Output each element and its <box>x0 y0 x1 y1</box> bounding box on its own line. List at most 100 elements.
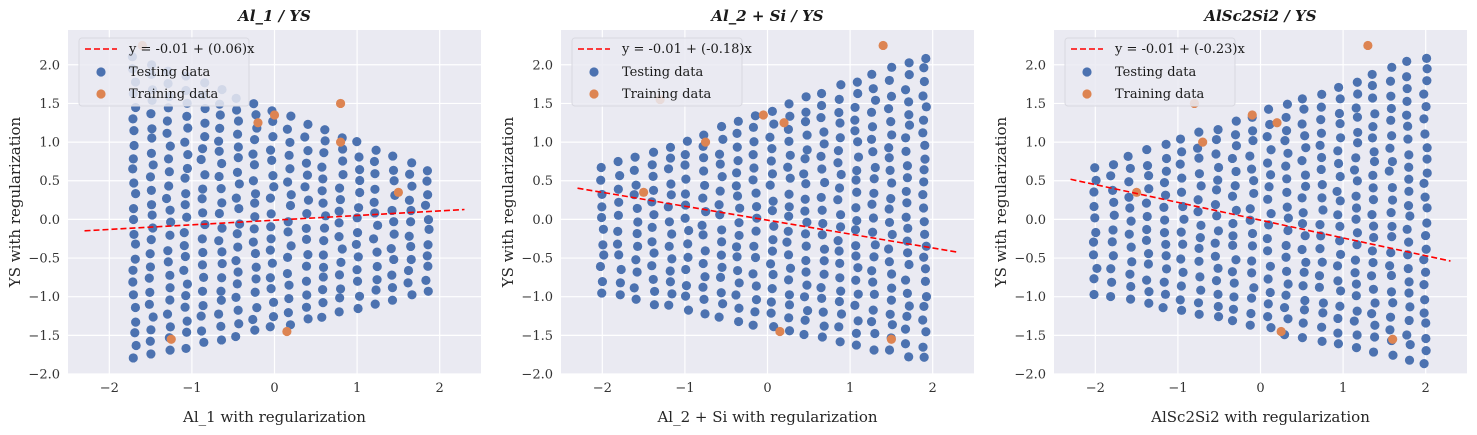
testing-point <box>1178 267 1188 277</box>
testing-point <box>920 264 931 274</box>
testing-point <box>421 275 431 285</box>
testing-point <box>835 258 845 268</box>
testing-point <box>851 241 861 251</box>
testing-point <box>867 122 878 132</box>
chart-panel-3: −2 −1 0 1 2 −2.0 −1.5 −1.0 −0.5 0.0 0.5 1.0 1.5 2.0 Al… <box>992 7 1467 426</box>
testing-point <box>1231 116 1241 126</box>
testing-point <box>1368 170 1378 180</box>
testing-point <box>1368 183 1378 193</box>
testing-point <box>199 337 209 347</box>
testing-point <box>131 317 141 327</box>
testing-point <box>130 328 140 338</box>
testing-point <box>1263 104 1274 114</box>
testing-point <box>632 267 642 277</box>
testing-point <box>1351 103 1361 113</box>
testing-point <box>717 172 727 182</box>
testing-point <box>681 281 692 291</box>
testing-point <box>1211 134 1222 145</box>
testing-point <box>1422 64 1432 74</box>
testing-point <box>835 337 845 347</box>
testing-point <box>130 239 141 249</box>
testing-point <box>1385 325 1395 335</box>
testing-point <box>1317 336 1327 346</box>
testing-point <box>423 214 434 225</box>
testing-point <box>1159 202 1169 212</box>
testing-point <box>1160 190 1171 200</box>
testing-point <box>866 134 877 144</box>
testing-point <box>902 198 912 208</box>
testing-point <box>284 150 294 160</box>
y-axis-label: YS with regularization <box>992 116 1010 288</box>
testing-point <box>1333 328 1343 338</box>
testing-point <box>128 265 138 275</box>
testing-point <box>1419 114 1429 124</box>
testing-point <box>1404 277 1414 287</box>
testing-point <box>370 208 380 218</box>
testing-point <box>1350 268 1360 278</box>
testing-point <box>1317 89 1327 99</box>
testing-point <box>368 234 379 244</box>
testing-point <box>131 340 141 351</box>
testing-point <box>887 62 897 72</box>
testing-point <box>612 239 623 249</box>
legend-testing-label: Testing data <box>622 65 704 80</box>
testing-point <box>303 250 313 260</box>
testing-point <box>1263 194 1273 204</box>
testing-point <box>145 287 155 297</box>
testing-point <box>1335 301 1345 311</box>
testing-point <box>1352 77 1362 87</box>
testing-point <box>1421 333 1431 344</box>
testing-point <box>1351 343 1362 353</box>
testing-point <box>732 191 743 201</box>
testing-point <box>667 229 677 239</box>
testing-point <box>285 137 295 148</box>
testing-point <box>1248 126 1258 136</box>
testing-point <box>1335 236 1345 246</box>
testing-point <box>1227 316 1238 326</box>
testing-point <box>699 294 709 304</box>
testing-point <box>836 169 846 180</box>
testing-point <box>920 229 930 239</box>
testing-point <box>1402 330 1412 340</box>
testing-point <box>301 302 312 312</box>
testing-point <box>680 189 691 199</box>
y-tick-label: −0.5 <box>1014 252 1046 267</box>
testing-point <box>302 290 312 300</box>
testing-point <box>883 104 894 114</box>
testing-point <box>1420 267 1431 277</box>
testing-point <box>1299 305 1310 315</box>
testing-point <box>355 187 365 198</box>
testing-point <box>1315 220 1325 230</box>
testing-point <box>1368 121 1378 132</box>
testing-point <box>1231 166 1241 177</box>
testing-point <box>131 189 141 199</box>
testing-point <box>128 204 139 214</box>
testing-point <box>769 119 779 129</box>
testing-point <box>1108 225 1118 235</box>
testing-point <box>1351 291 1361 301</box>
testing-point <box>870 328 880 339</box>
testing-point <box>1300 295 1310 306</box>
testing-point <box>1210 251 1220 261</box>
testing-point <box>1142 224 1152 235</box>
testing-point <box>1317 257 1327 267</box>
testing-point <box>233 267 243 277</box>
testing-point <box>1422 203 1432 213</box>
testing-point <box>334 183 345 193</box>
y-tick-label: −1.5 <box>28 329 60 344</box>
testing-point <box>231 331 241 342</box>
testing-point <box>1335 221 1345 231</box>
testing-point <box>1231 255 1241 265</box>
testing-point <box>162 116 172 126</box>
testing-point <box>1352 176 1362 186</box>
testing-point <box>1144 184 1154 194</box>
testing-point <box>1262 233 1272 244</box>
testing-point <box>870 95 881 105</box>
testing-point <box>182 316 192 326</box>
testing-point <box>664 241 674 251</box>
testing-point <box>1089 201 1099 212</box>
testing-point <box>802 280 812 290</box>
testing-point <box>887 320 897 330</box>
testing-point <box>633 241 643 251</box>
testing-point <box>1422 76 1432 86</box>
